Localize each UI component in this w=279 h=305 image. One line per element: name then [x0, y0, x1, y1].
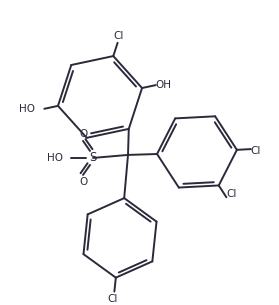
Text: HO: HO	[19, 104, 35, 114]
Text: O: O	[79, 177, 87, 187]
Text: OH: OH	[156, 80, 172, 90]
Text: Cl: Cl	[113, 31, 124, 41]
Text: S: S	[89, 151, 97, 164]
Text: O: O	[79, 129, 87, 139]
Text: HO: HO	[47, 153, 63, 163]
Text: Cl: Cl	[107, 293, 117, 303]
Text: Cl: Cl	[251, 146, 261, 156]
Text: Cl: Cl	[226, 189, 237, 199]
